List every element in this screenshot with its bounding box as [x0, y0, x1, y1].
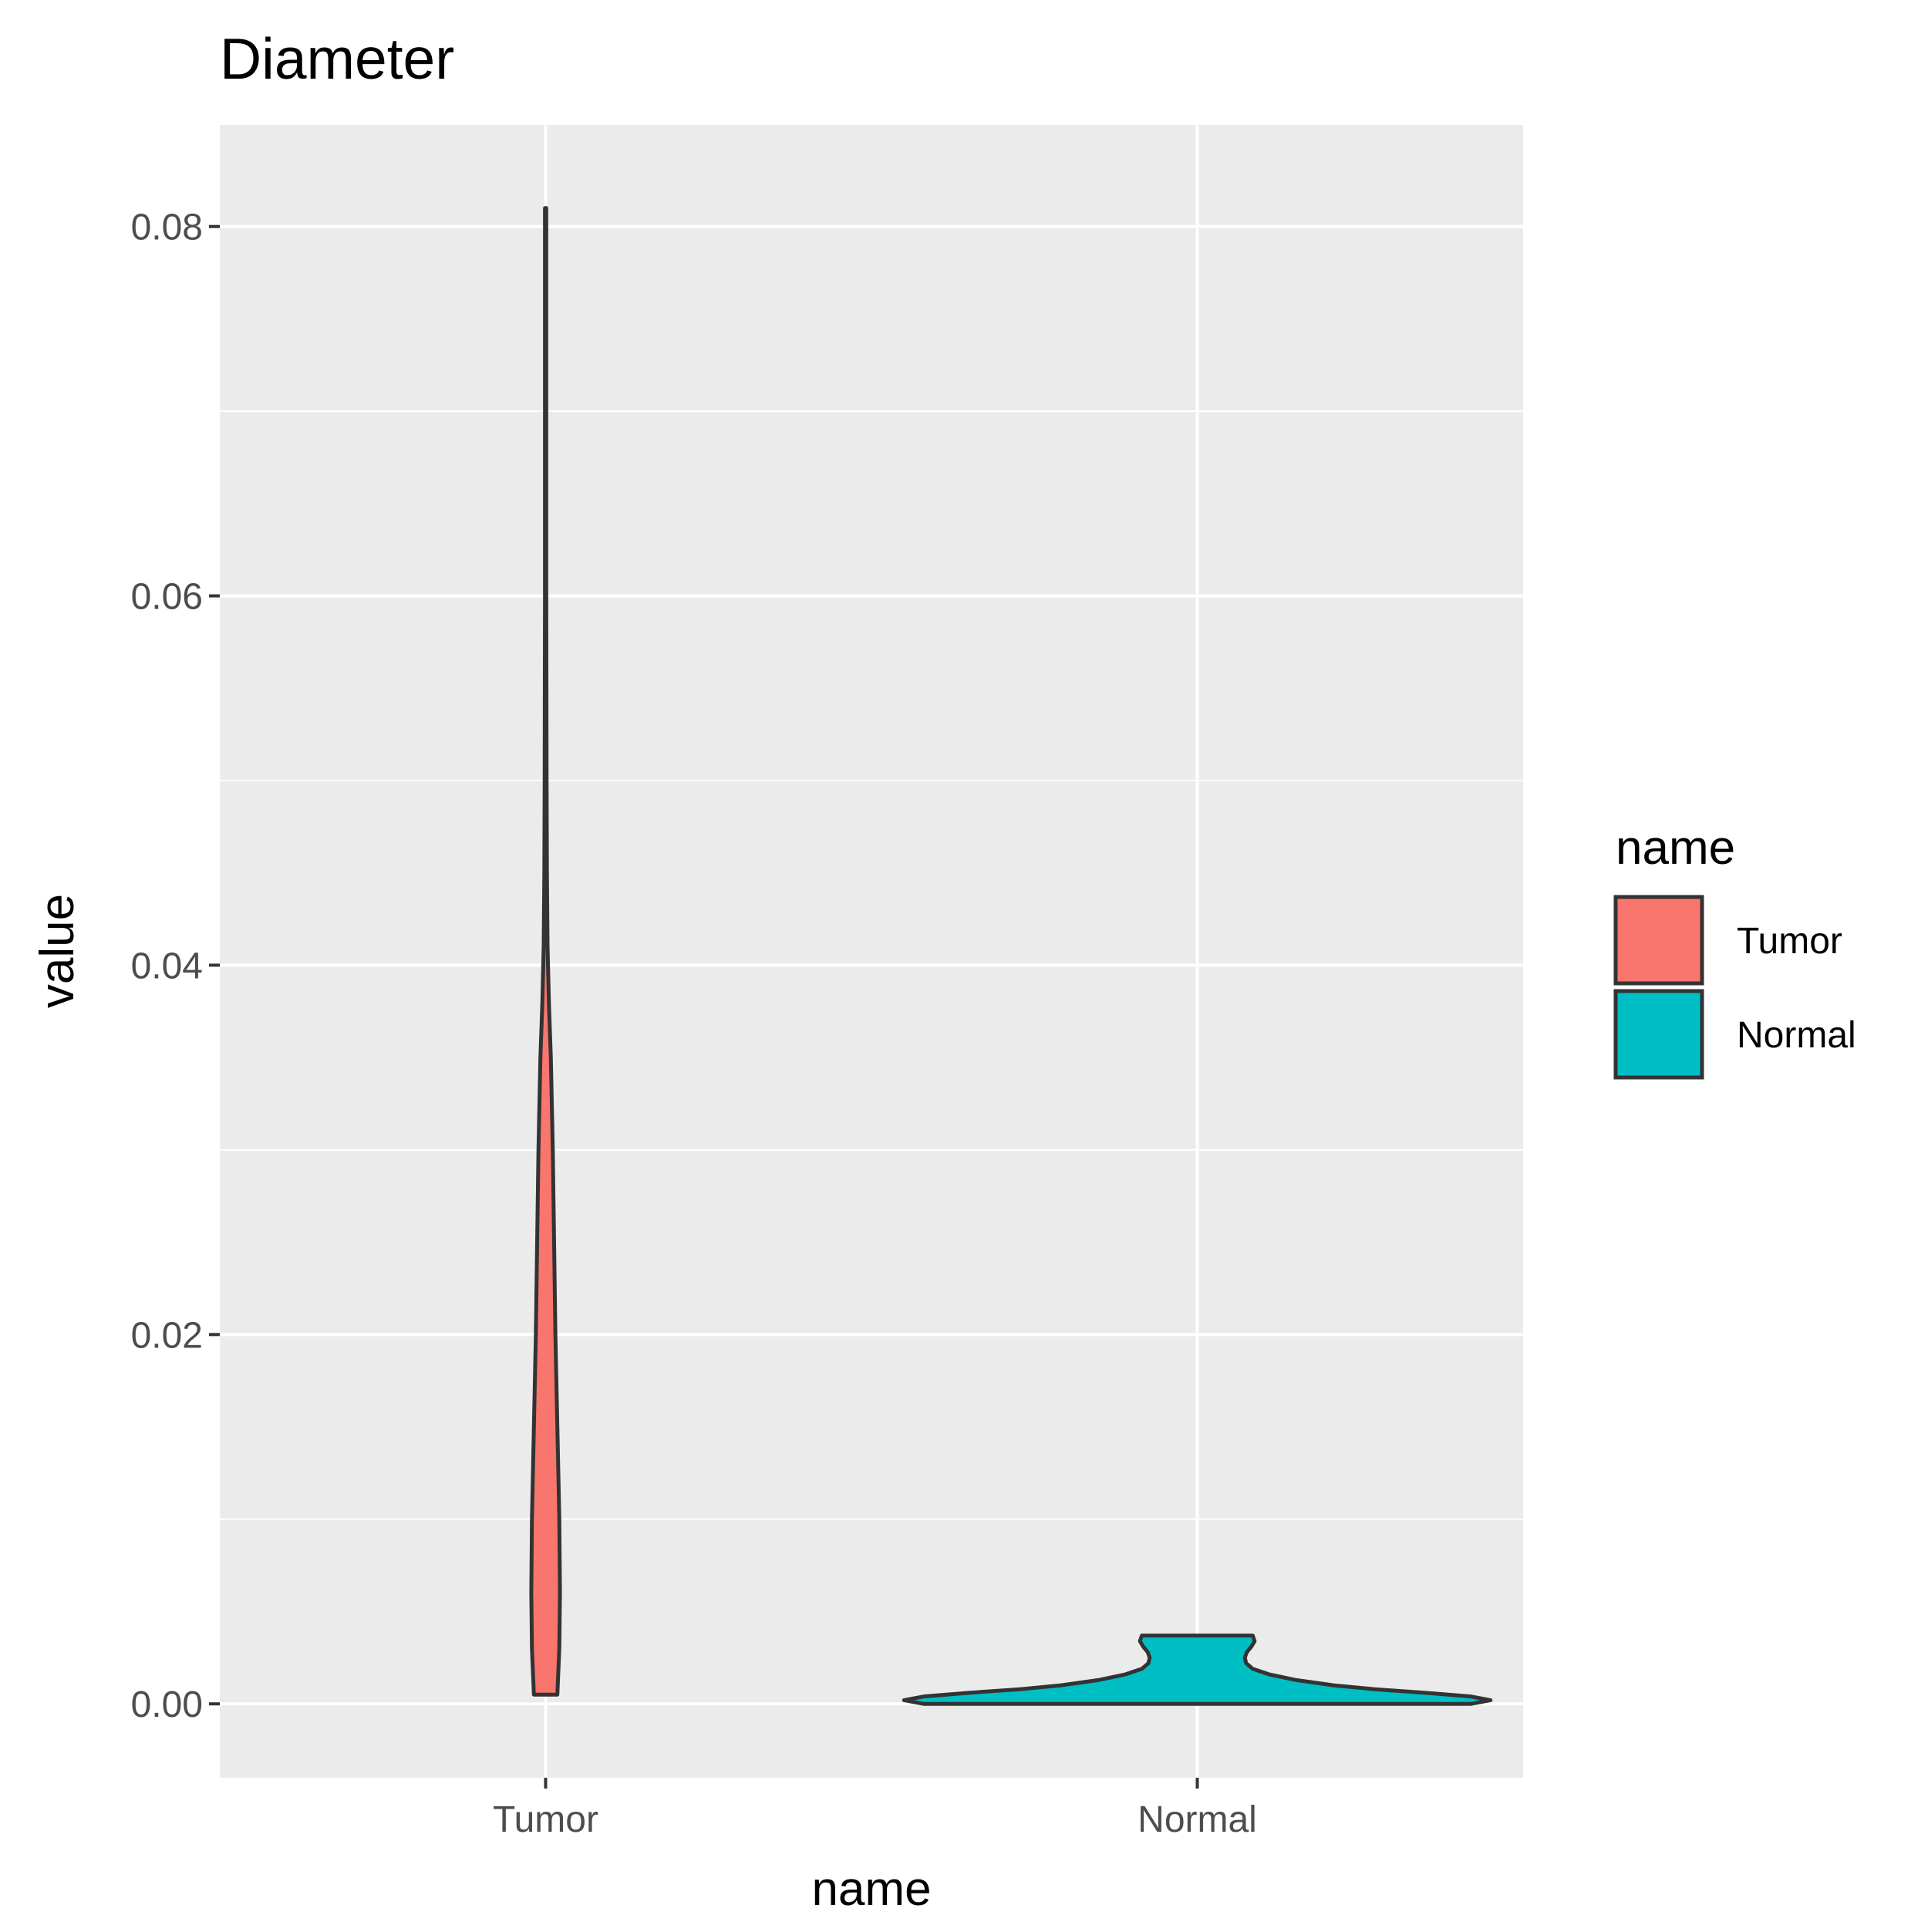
- violins: [529, 206, 1493, 1706]
- legend-entries: Tumor Normal: [1613, 895, 1856, 1080]
- legend-key-normal: [1613, 989, 1704, 1080]
- plot-panel: [220, 125, 1523, 1778]
- grid-minor: [220, 410, 1523, 1520]
- x-tick-label: Normal: [1138, 1799, 1257, 1840]
- y-tick-label: 0.02: [131, 1315, 203, 1356]
- y-axis-title: value: [31, 894, 84, 1008]
- x-tick-label: Tumor: [493, 1799, 598, 1840]
- legend-key-tumor: [1613, 895, 1704, 986]
- violin-normal: [902, 1634, 1493, 1706]
- x-axis-title: name: [811, 1863, 931, 1916]
- x-axis: Tumor Normal: [493, 1778, 1257, 1840]
- legend-title: name: [1616, 821, 1735, 875]
- y-tick-label: 0.06: [131, 577, 203, 618]
- y-axis: 0.00 0.02 0.04 0.06 0.08: [131, 207, 220, 1725]
- legend-label-normal: Normal: [1737, 1015, 1856, 1056]
- y-tick-label: 0.04: [131, 946, 203, 986]
- y-tick-label: 0.08: [131, 207, 203, 248]
- legend: name Tumor Normal: [1613, 821, 1856, 1080]
- y-tick-label: 0.00: [131, 1684, 203, 1725]
- plot-title: Diameter: [220, 26, 454, 91]
- violin-tumor: [529, 206, 562, 1697]
- legend-label-tumor: Tumor: [1737, 921, 1842, 962]
